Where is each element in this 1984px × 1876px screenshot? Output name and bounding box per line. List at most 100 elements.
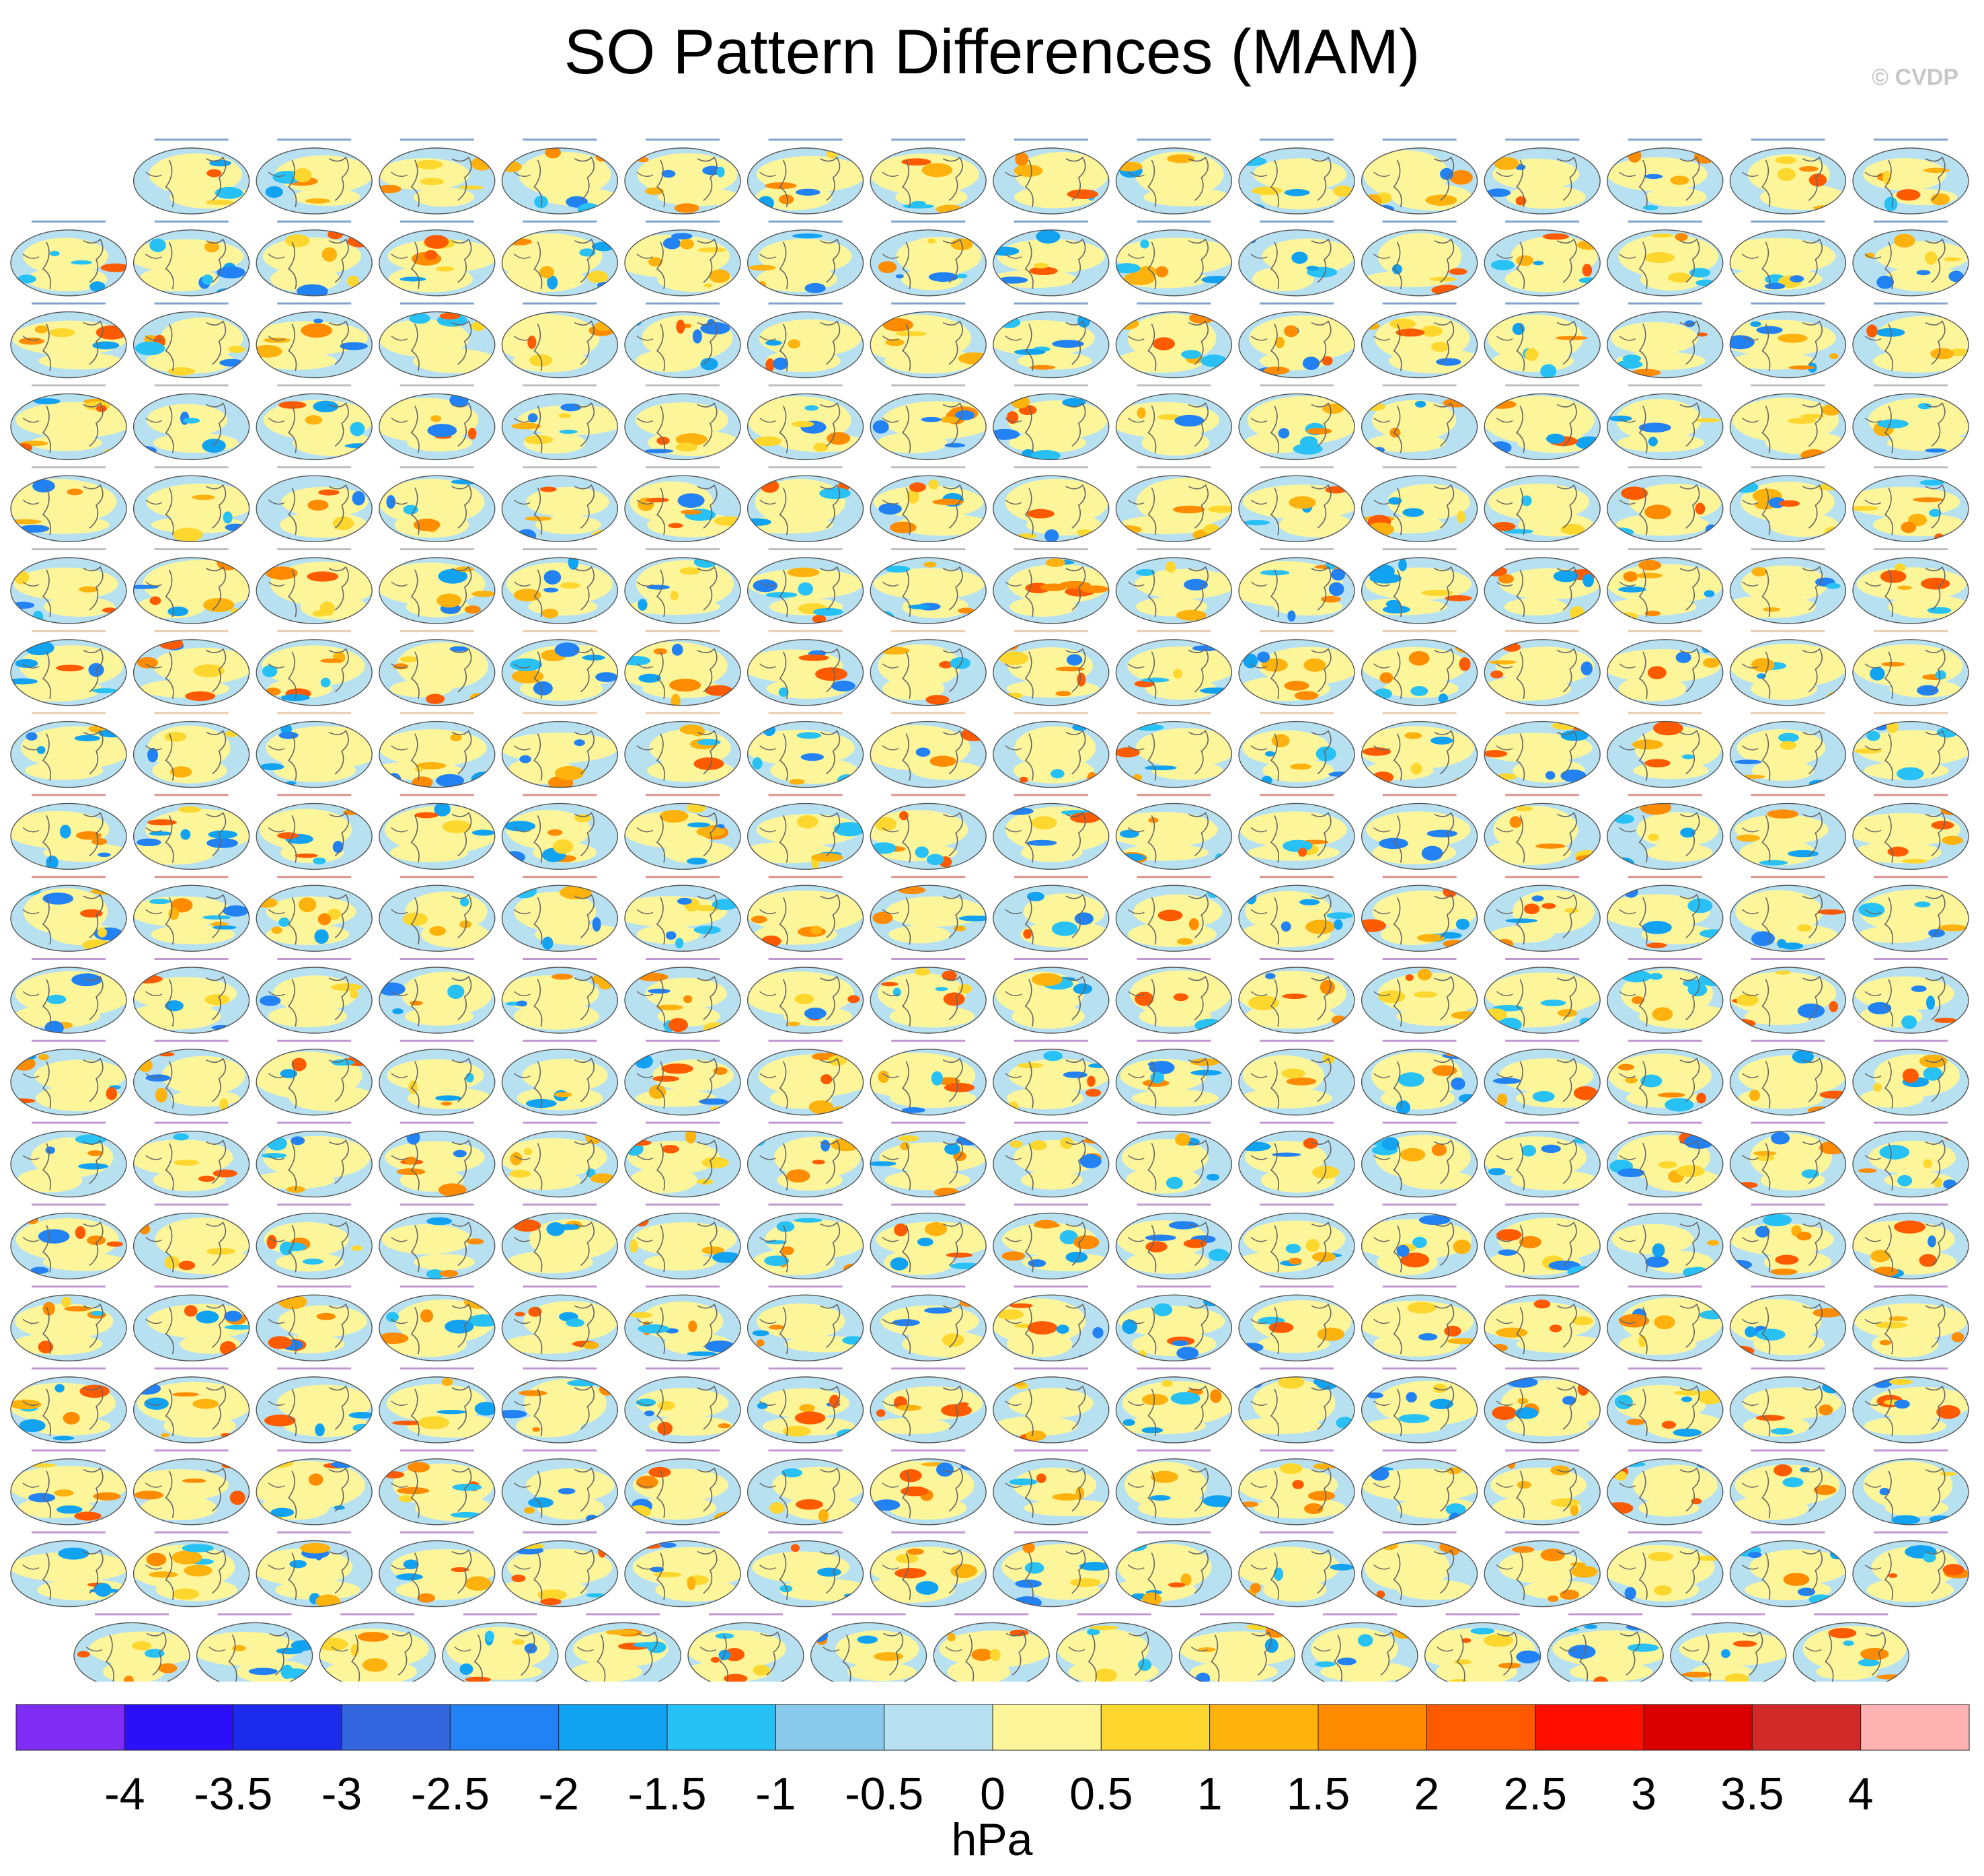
pattern-panel [501,630,619,706]
pattern-panel [747,139,864,215]
pattern-panel [1852,794,1969,870]
panel-label [1014,1203,1088,1206]
panel-label [154,1367,229,1370]
panel-label [523,1121,597,1124]
pattern-panel [1301,1613,1418,1682]
pattern-panel [993,220,1110,297]
pattern-panel [1238,1121,1355,1198]
pattern-panel [256,1203,373,1280]
panel-label [154,139,229,141]
panel-label [277,1039,352,1042]
pattern-panel [993,548,1110,624]
pattern-panel [1607,384,1724,461]
pattern-panel [1484,548,1601,624]
panel-label [1751,876,1825,878]
panel-label [1137,712,1211,714]
panel-label [399,466,474,469]
pattern-panel [379,139,496,215]
panel-label [1628,139,1702,141]
pattern-panel [1852,220,1969,297]
pattern-panel [132,1203,250,1280]
pattern-panel [1852,630,1969,706]
pattern-panel [132,1449,250,1526]
pattern-panel [1361,139,1478,215]
panel-label [1505,466,1580,469]
panel-label [1505,139,1580,141]
pattern-panel [1729,958,1847,1034]
panel-label [1137,630,1211,632]
pattern-panel [1361,1039,1478,1116]
panel-label [1137,794,1211,796]
panel-label [399,1531,474,1534]
colorbar-swatch [1100,1704,1211,1751]
panel-label [1137,1531,1211,1534]
pattern-panel [1238,876,1355,952]
colorbar-tick-label: 2.5 [1503,1768,1567,1819]
pattern-panel [747,876,864,952]
panel-label [1505,1039,1580,1042]
panel-label [1874,1285,1948,1288]
panel-label [1260,1285,1334,1288]
panel-label [154,1203,229,1206]
panel-label [154,384,229,387]
pattern-panel [1792,1613,1910,1682]
pattern-panel [1484,630,1601,706]
pattern-panel [10,794,127,870]
pattern-panel [501,1039,619,1116]
pattern-panel [747,1121,864,1198]
pattern-panel [747,548,864,624]
pattern-panel [1238,1039,1355,1116]
panel-label [1382,1121,1457,1124]
panel-label [1260,548,1334,550]
pattern-panel [993,384,1110,461]
panel-label [1382,958,1457,960]
panel-label [32,1039,106,1042]
panel-label [768,1203,843,1206]
panel-grid [10,139,1969,1682]
panel-label [1382,1285,1457,1288]
pattern-panel [870,220,987,297]
panel-label [399,548,474,550]
pattern-panel [1607,1449,1724,1526]
pattern-panel [1238,630,1355,706]
pattern-panel [1115,1285,1233,1361]
pattern-panel [132,876,250,952]
pattern-panel [501,139,619,215]
panel-label [1568,1613,1643,1616]
panel-label [217,1613,292,1616]
pattern-panel [624,876,741,952]
panel-label [1323,1613,1397,1616]
pattern-panel [1852,302,1969,379]
pattern-panel [10,1531,127,1608]
pattern-panel [10,712,127,788]
pattern-panel [1852,1039,1969,1116]
pattern-panel [132,220,250,297]
panel-label [1874,794,1948,796]
pattern-panel [1729,1121,1847,1198]
panel-label [1260,466,1334,469]
pattern-panel [379,466,496,542]
pattern-panel [1361,876,1478,952]
panel-label [277,712,352,714]
pattern-panel [1484,1367,1601,1443]
pattern-panel [132,1531,250,1608]
panel-label [1077,1613,1151,1616]
pattern-panel [1115,1203,1233,1280]
panel-label [768,958,843,960]
panel-label [1505,1203,1580,1206]
pattern-panel [256,1285,373,1361]
pattern-panel [132,302,250,379]
pattern-panel [1607,1121,1724,1198]
colorbar-swatch [775,1704,885,1751]
panel-label [646,958,720,960]
pattern-panel [1361,1285,1478,1361]
panel-label [646,220,720,223]
pattern-panel [10,384,127,461]
panel-label [1382,1203,1457,1206]
panel-label [277,548,352,550]
pattern-panel [870,1285,987,1361]
pattern-panel [1484,1531,1601,1608]
panel-label [523,1449,597,1452]
panel-label [646,794,720,796]
panel-label [154,958,229,960]
